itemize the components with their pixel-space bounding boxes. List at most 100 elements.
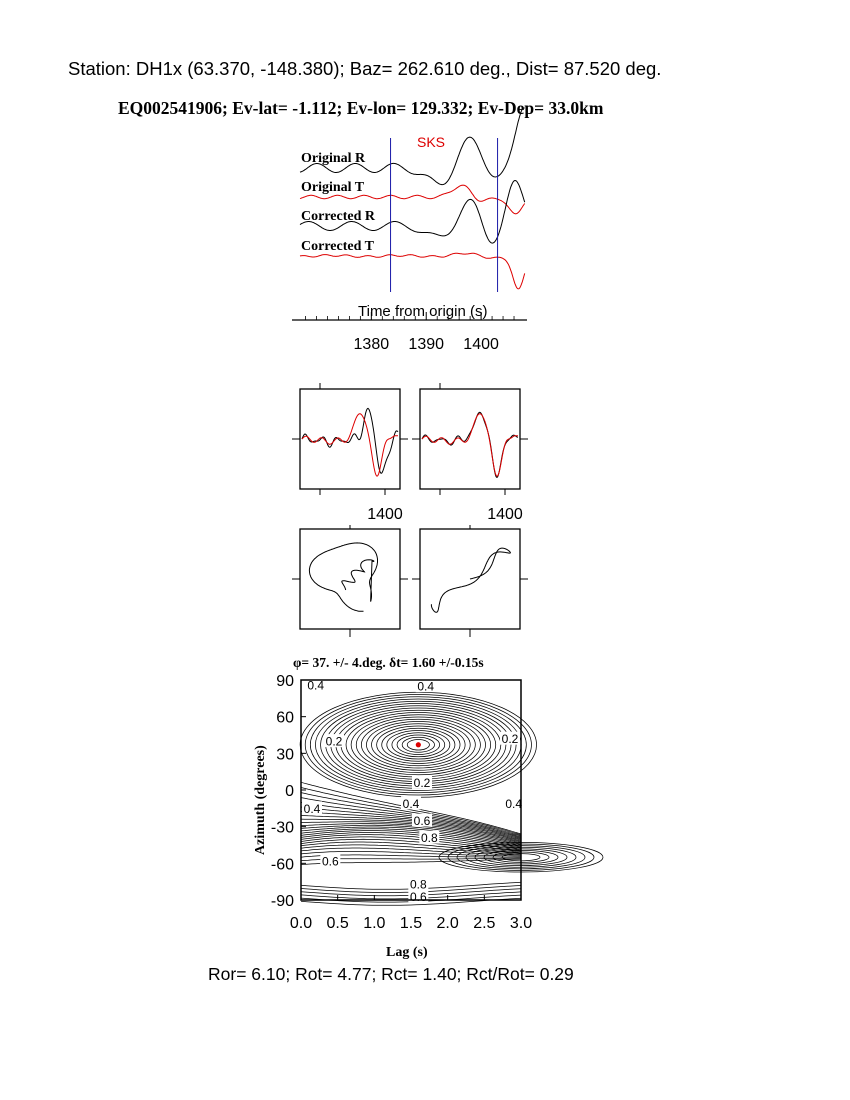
seismogram-label-0: Original R: [301, 151, 366, 166]
upper-basin-contour: [396, 734, 441, 755]
lower-ridge-contour: [301, 821, 522, 844]
lower-ridge-contour: [300, 830, 522, 849]
upper-basin-contour: [401, 736, 435, 753]
contour-label-1: 0.4: [417, 680, 434, 694]
upper-basin-contour: [355, 716, 481, 773]
upper-basin-contour: [350, 714, 486, 776]
contour-label-bg: [415, 679, 436, 693]
contour-label-2: 0.2: [326, 735, 343, 749]
energy-grid-title: φ= 37. +/- 4.deg. δt= 1.60 +/-0.15s: [293, 655, 484, 670]
station-header: Station: DH1x (63.370, -148.380); Baz= 2…: [68, 58, 662, 79]
lower-ridge-contour: [300, 787, 522, 836]
waveform-frame: [419, 388, 521, 490]
upper-basin-contour: [371, 723, 466, 767]
energy-ratios-footer: Ror= 6.10; Rot= 4.77; Rct= 1.40; Rct/Rot…: [208, 964, 574, 984]
lower-ridge-contour: [300, 818, 522, 843]
waveform-red-trace: [301, 413, 398, 477]
energy-grid-y-tick-label-2: 30: [276, 746, 294, 763]
energy-grid-x-tick-label-4: 2.0: [437, 915, 459, 932]
particle-motion-original-trace: [308, 542, 378, 612]
contour-label-bg: [412, 813, 432, 827]
seismogram-labels: Original R Original T Corrected R Corrected…: [301, 151, 376, 254]
seismogram-tick-label-0: 1380: [354, 336, 390, 353]
energy-grid-x-tick-label-2: 1.0: [363, 915, 385, 932]
lower-ridge-contour: [300, 792, 522, 837]
lower-ridge-contour: [300, 797, 522, 838]
contour-label-11: 0.8: [410, 878, 427, 892]
seismogram-label-2: Corrected R: [301, 209, 376, 224]
energy-grid-y-tick-label-6: -90: [271, 893, 294, 910]
energy-grid-y-tick-label-3: 0: [285, 783, 294, 800]
lower-ridge-contour: [300, 838, 522, 853]
waveform-overlay-original: 1400: [292, 383, 408, 523]
contour-label-3: 0.2: [502, 732, 519, 746]
upper-basin-contour: [386, 730, 451, 760]
energy-grid-y-tick-label-0: 90: [276, 673, 294, 690]
contour-label-bg: [305, 677, 326, 691]
upper-basin-contour: [381, 727, 456, 762]
contour-label-7: 0.4: [505, 797, 522, 811]
contour-label-10: 0.6: [322, 854, 339, 868]
contour-label-5: 0.4: [403, 797, 420, 811]
contour-label-bg: [302, 801, 322, 815]
lower-ridge-contour: [300, 851, 522, 857]
energy-grid-x-axis-label: Lag (s): [386, 945, 428, 960]
seismogram-tick-label-2: 1400: [463, 336, 499, 353]
particle-motion-corrected: [412, 525, 528, 637]
energy-grid-axes: 0.0 0.5 1.0 1.5 2.0 2.5 3.0 90 60 30 0 -30 -60 -90: [271, 673, 532, 932]
lower-ridge-contour: [300, 806, 522, 840]
contour-label-12: 0.6: [410, 890, 427, 904]
energy-grid-x-tick-label-0: 0.0: [290, 915, 312, 932]
seismogram-tick-group: 1380 1390 1400: [305, 312, 515, 353]
lower-ridge-contour: [300, 824, 522, 846]
contour-label-bg: [500, 731, 520, 745]
upper-basin-contour: [391, 732, 446, 758]
waveform-x-tick-label: 1400: [367, 506, 403, 523]
energy-grid-x-tick-label-3: 1.5: [400, 915, 422, 932]
contour-labels: 0.4 0.40.2 0.20.20.40.4 0.40.60.80.60.80.6: [302, 677, 524, 904]
lower-ridge-contour: [300, 828, 522, 848]
seismogram-tick-label-1: 1390: [408, 336, 444, 353]
upper-basin-contour: [366, 721, 471, 769]
lower-ridge-contour: [300, 815, 522, 842]
seismogram-x-axis-label: Time from origin (s): [358, 303, 487, 320]
seismogram-panel: 1380 1390 1400 Original R Original T Correct…: [292, 107, 527, 353]
contour-label-bg: [320, 853, 341, 867]
lower-ridge-contour: [300, 811, 522, 841]
lower-ridge-contour: [300, 834, 522, 851]
contour-label-bg: [401, 796, 421, 810]
contour-label-bg: [412, 775, 432, 789]
waveform-x-tick-label: 1400: [487, 506, 523, 523]
seismogram-label-1: Original T: [301, 180, 365, 195]
seismogram-trace-2: [299, 179, 526, 244]
upper-basin-contour: [309, 696, 527, 794]
upper-basin-contour: [360, 718, 476, 771]
contour-label-bg: [503, 796, 524, 810]
seismogram-trace-3: [299, 252, 526, 290]
lower-ridge-contour: [300, 847, 522, 856]
particle-motion-corrected-trace: [430, 547, 511, 613]
lower-ridge-contour: [300, 802, 522, 839]
upper-basin-contour: [304, 694, 532, 796]
lower-ridge-contour: [300, 841, 522, 854]
energy-grid-panel: φ= 37. +/- 4.deg. δt= 1.60 +/-0.15s 0.4 0…: [253, 655, 604, 960]
seismogram-trace-1: [299, 184, 526, 215]
upper-basin-contour: [376, 725, 461, 764]
contour-label-8: 0.6: [414, 814, 431, 828]
contour-label-6: 0.4: [304, 802, 321, 816]
contour-label-bg: [419, 830, 440, 844]
contour-label-0: 0.4: [307, 678, 324, 692]
event-header: EQ002541906; Ev-lat= -1.112; Ev-lon= 129…: [118, 98, 604, 118]
waveform-black-trace: [301, 407, 399, 474]
seismogram-trace-0: [299, 107, 525, 186]
waveform-red-trace: [421, 413, 518, 477]
energy-grid-y-tick-label-1: 60: [276, 710, 294, 727]
contour-lines: [299, 691, 604, 906]
energy-grid-x-tick-label-6: 3.0: [510, 915, 532, 932]
energy-grid-y-tick-label-5: -60: [271, 856, 294, 873]
contour-label-bg: [324, 734, 344, 748]
waveform-frame: [299, 388, 401, 490]
contour-label-bg: [408, 889, 429, 903]
seismogram-label-3: Corrected T: [301, 239, 375, 254]
